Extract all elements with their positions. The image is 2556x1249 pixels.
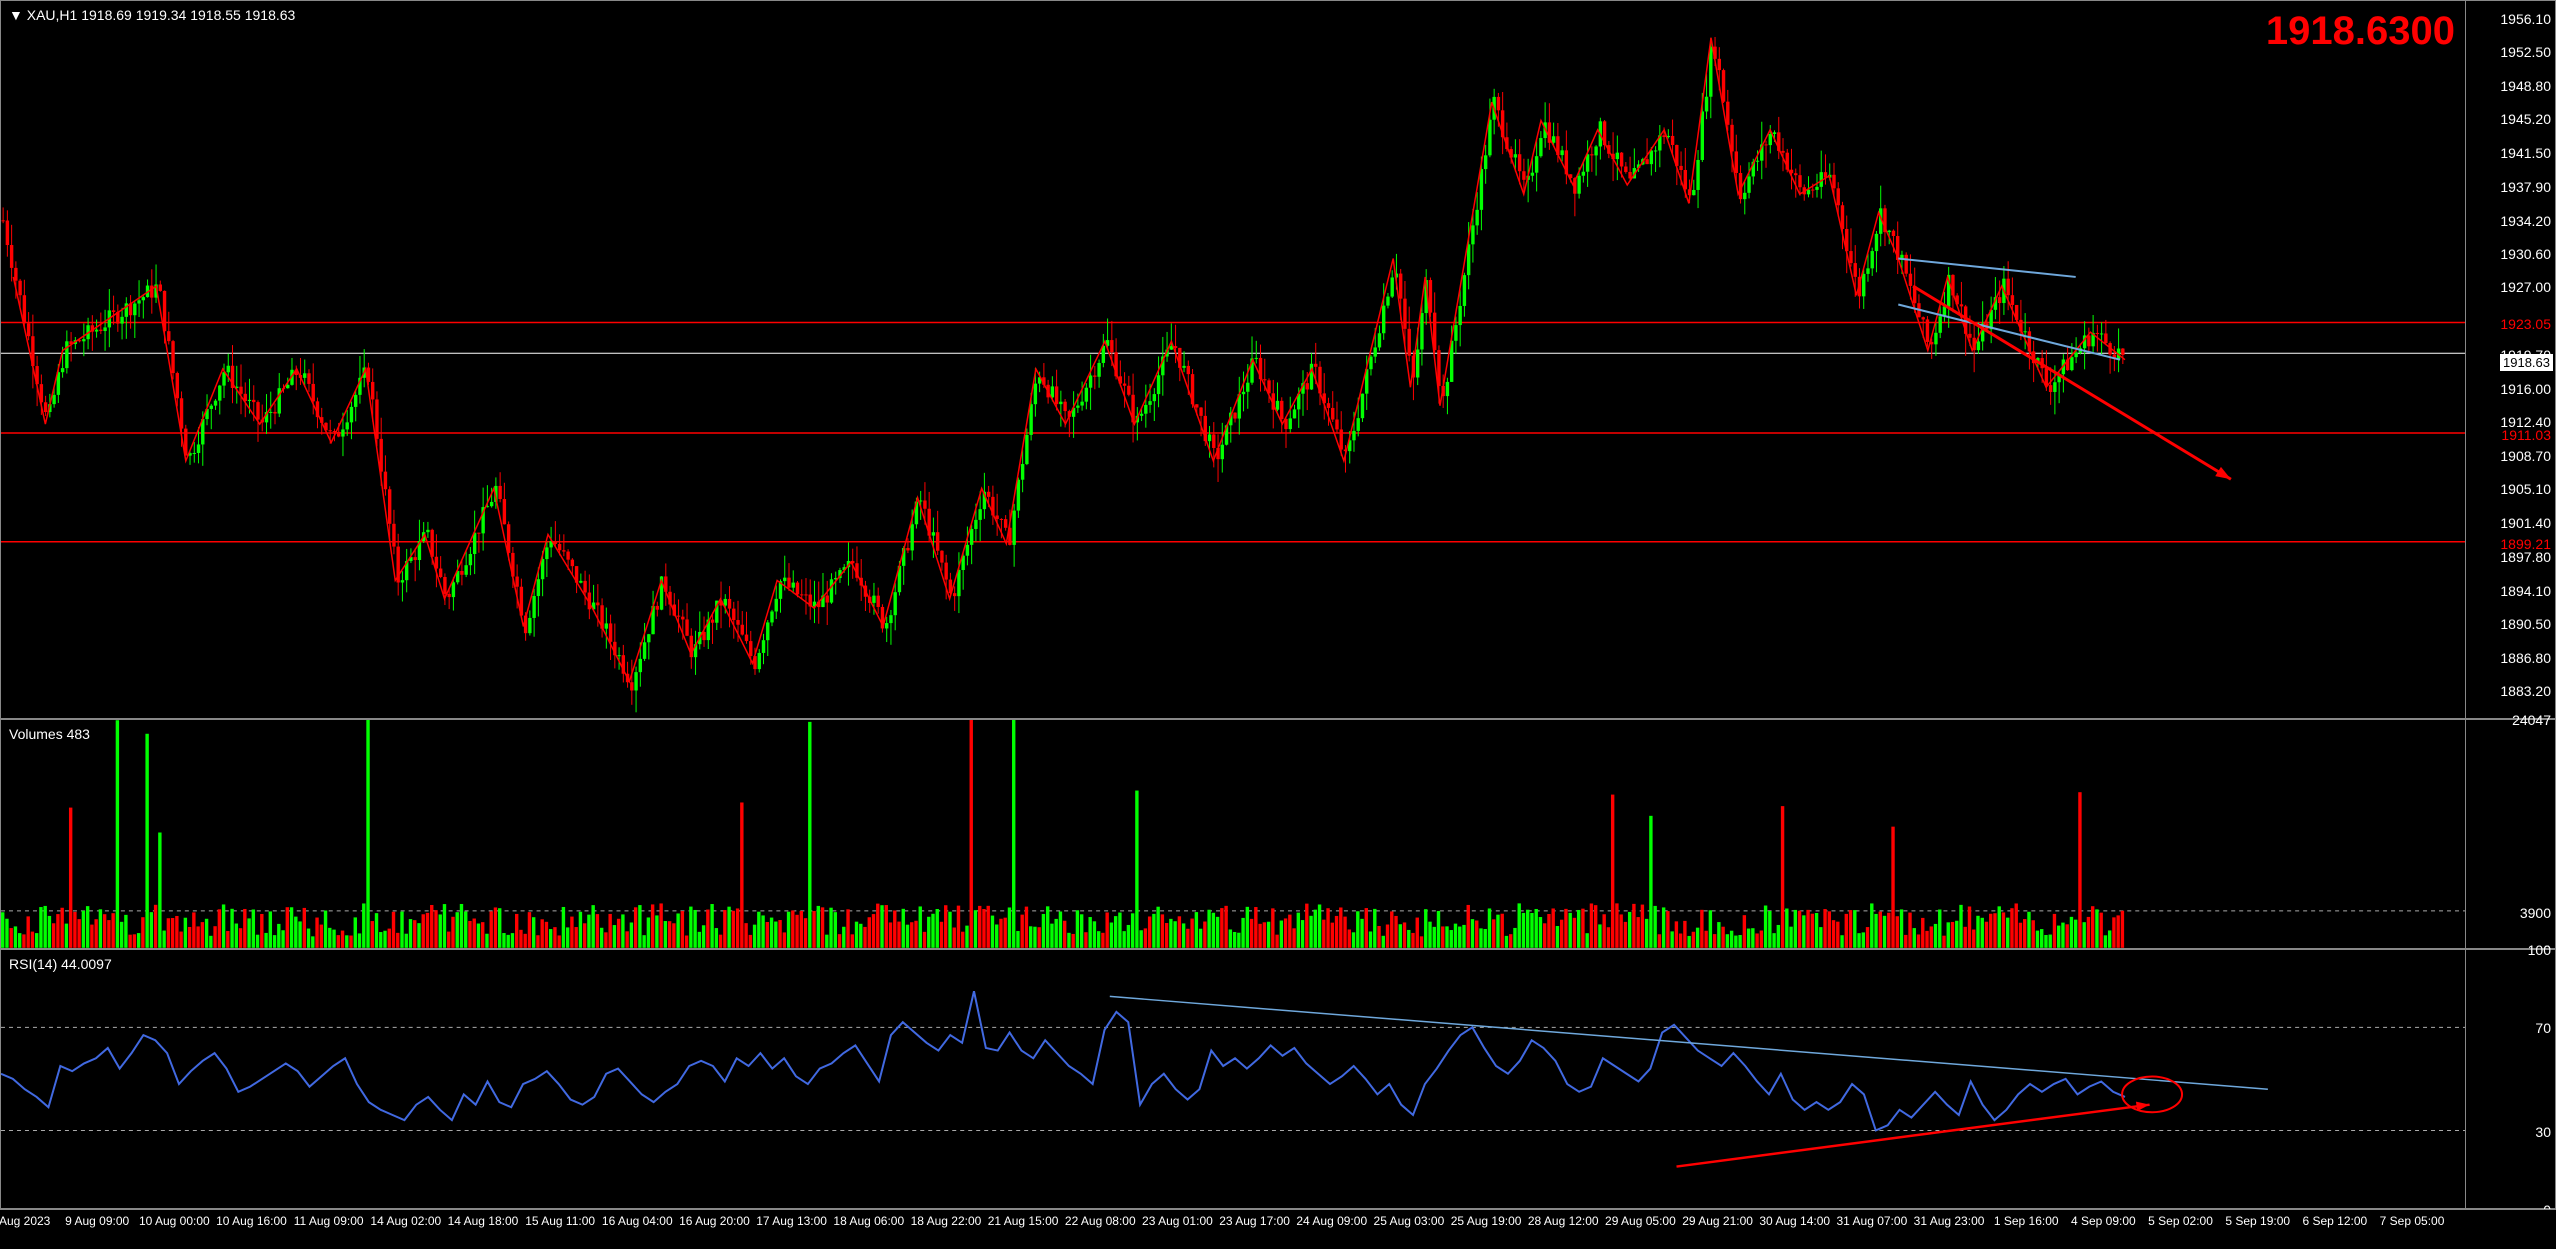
rsi-y-axis: 03070100 xyxy=(2465,950,2555,1208)
time-axis: 8 Aug 20239 Aug 09:0010 Aug 00:0010 Aug … xyxy=(0,1209,2556,1249)
price-chart-area xyxy=(1,1,2465,718)
rsi-chart-area xyxy=(1,950,2465,1208)
root: ▼ XAU,H1 1918.69 1919.34 1918.55 1918.63… xyxy=(0,0,2556,1249)
price-panel[interactable]: ▼ XAU,H1 1918.69 1919.34 1918.55 1918.63… xyxy=(0,0,2556,719)
rsi-panel[interactable]: RSI(14) 44.0097 03070100 xyxy=(0,949,2556,1209)
volume-panel[interactable]: Volumes 483 2404739000 xyxy=(0,719,2556,949)
price-y-axis: 1956.101952.501948.801945.201941.501937.… xyxy=(2465,1,2555,718)
volume-y-axis: 2404739000 xyxy=(2465,720,2555,948)
volume-chart-area xyxy=(1,720,2465,948)
